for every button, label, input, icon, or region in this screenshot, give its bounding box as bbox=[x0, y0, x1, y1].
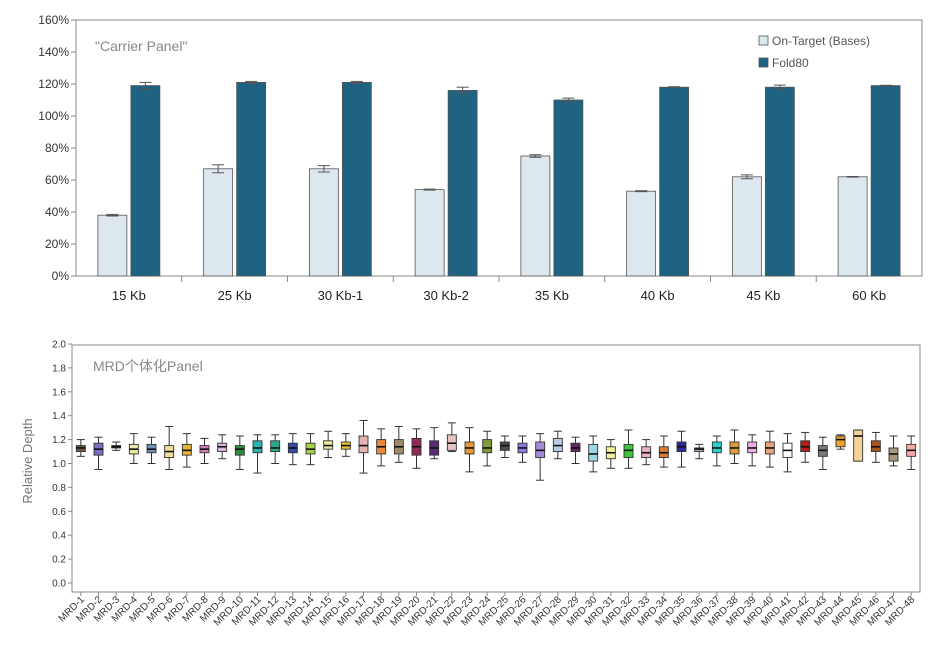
bottom-y-tick-label: 0.2 bbox=[52, 555, 66, 566]
top-x-tick-label: 35 Kb bbox=[535, 288, 569, 303]
top-bars bbox=[97, 80, 901, 277]
bottom-y-tick-label: 1.6 bbox=[52, 387, 66, 398]
box-mrd-10 bbox=[234, 445, 245, 456]
bar-fold80-15-kb bbox=[130, 85, 161, 277]
top-x-tick-label: 40 Kb bbox=[641, 288, 675, 303]
mrd-box-plot: 0.0 0.2 0.4 0.6 0.8 1.0 1.2 1.4 1.6 1.8 2.0 MRD-1M… bbox=[20, 340, 921, 628]
bottom-y-axis-label: Relative Depth bbox=[20, 418, 35, 503]
bottom-y-tick-label: 0.4 bbox=[52, 531, 66, 542]
top-x-tick-label: 60 Kb bbox=[852, 288, 886, 303]
bar-on-target-bases-60-kb bbox=[837, 176, 868, 277]
bar-fold80-40-kb bbox=[659, 86, 690, 277]
bottom-y-tick-label: 1.4 bbox=[52, 411, 66, 422]
top-x-tick-label: 15 Kb bbox=[112, 288, 146, 303]
bottom-y-tick-label: 1.2 bbox=[52, 435, 66, 446]
bottom-y-tick-label: 0.8 bbox=[52, 483, 66, 494]
bar-fold80-60-kb bbox=[870, 85, 901, 277]
box-mrd-12 bbox=[270, 440, 281, 453]
bottom-y-tick-label: 1.8 bbox=[52, 363, 66, 374]
top-y-tick-label: 120% bbox=[38, 77, 69, 91]
box-mrd-11 bbox=[252, 440, 263, 454]
top-y-tick-label: 160% bbox=[38, 13, 69, 27]
bottom-x-axis: MRD-1MRD-2MRD-3MRD-4MRD-5MRD-6MRD-7MRD-8… bbox=[57, 592, 918, 628]
bar-fold80-30-kb-2 bbox=[447, 90, 478, 277]
top-x-tick-label: 30 Kb-1 bbox=[318, 288, 364, 303]
legend-label-fold80: Fold80 bbox=[772, 56, 809, 70]
bar-fold80-25-kb bbox=[236, 82, 267, 277]
top-y-tick-label: 140% bbox=[38, 45, 69, 59]
bottom-y-tick-label: 2.0 bbox=[52, 340, 66, 351]
bar-fold80-45-kb bbox=[764, 86, 795, 277]
bar-fold80-35-kb bbox=[553, 99, 584, 277]
bar-on-target-bases-40-kb bbox=[626, 190, 657, 277]
top-x-tick-label: 45 Kb bbox=[746, 288, 780, 303]
box-mrd-30 bbox=[588, 443, 599, 462]
bar-fold80-30-kb-1 bbox=[341, 82, 372, 277]
bar-on-target-bases-25-kb bbox=[203, 168, 234, 277]
top-y-tick-label: 40% bbox=[45, 205, 69, 219]
bar-on-target-bases-45-kb bbox=[731, 176, 762, 277]
carrier-panel-bar-chart: 0% 20% 40% 60% 80% 100% 120% 140% 160% 15 Kb 25 K… bbox=[38, 13, 923, 303]
top-y-tick-label: 20% bbox=[45, 237, 69, 251]
box-mrd-45 bbox=[853, 429, 864, 462]
bottom-y-tick-label: 0.6 bbox=[52, 507, 66, 518]
top-x-tick-label: 25 Kb bbox=[218, 288, 252, 303]
bottom-boxes bbox=[75, 419, 917, 481]
bar-on-target-bases-35-kb bbox=[520, 155, 551, 277]
top-y-tick-label: 100% bbox=[38, 109, 69, 123]
legend-label-on-target: On-Target (Bases) bbox=[772, 34, 870, 48]
bar-on-target-bases-15-kb bbox=[97, 214, 128, 277]
top-chart-title: "Carrier Panel" bbox=[95, 38, 187, 54]
bottom-plot-area bbox=[71, 344, 921, 593]
box-mrd-44 bbox=[835, 435, 846, 448]
bottom-y-tick-label: 0.0 bbox=[52, 579, 66, 590]
top-y-tick-label: 60% bbox=[45, 173, 69, 187]
box-mrd-24 bbox=[482, 439, 493, 454]
top-x-axis: 15 Kb 25 Kb 30 Kb-1 30 Kb-2 35 Kb 40 Kb 45 Kb 6… bbox=[112, 276, 886, 303]
bottom-chart-title: MRD个体化Panel bbox=[93, 358, 203, 374]
bar-on-target-bases-30-kb-1 bbox=[308, 168, 339, 277]
box-mrd-17 bbox=[358, 435, 369, 454]
bottom-y-axis: 0.0 0.2 0.4 0.6 0.8 1.0 1.2 1.4 1.6 1.8 2.0 bbox=[52, 340, 72, 590]
top-y-tick-label: 0% bbox=[52, 269, 70, 283]
legend-swatch-fold80 bbox=[758, 57, 769, 68]
top-x-tick-label: 30 Kb-2 bbox=[423, 288, 469, 303]
top-y-axis: 0% 20% 40% 60% 80% 100% 120% 140% 160% bbox=[38, 13, 76, 283]
top-y-tick-label: 80% bbox=[45, 141, 69, 155]
bottom-y-tick-label: 1.0 bbox=[52, 459, 66, 470]
top-legend: On-Target (Bases) Fold80 bbox=[758, 34, 870, 70]
legend-swatch-on-target bbox=[758, 35, 769, 46]
bar-on-target-bases-30-kb-2 bbox=[414, 189, 445, 277]
